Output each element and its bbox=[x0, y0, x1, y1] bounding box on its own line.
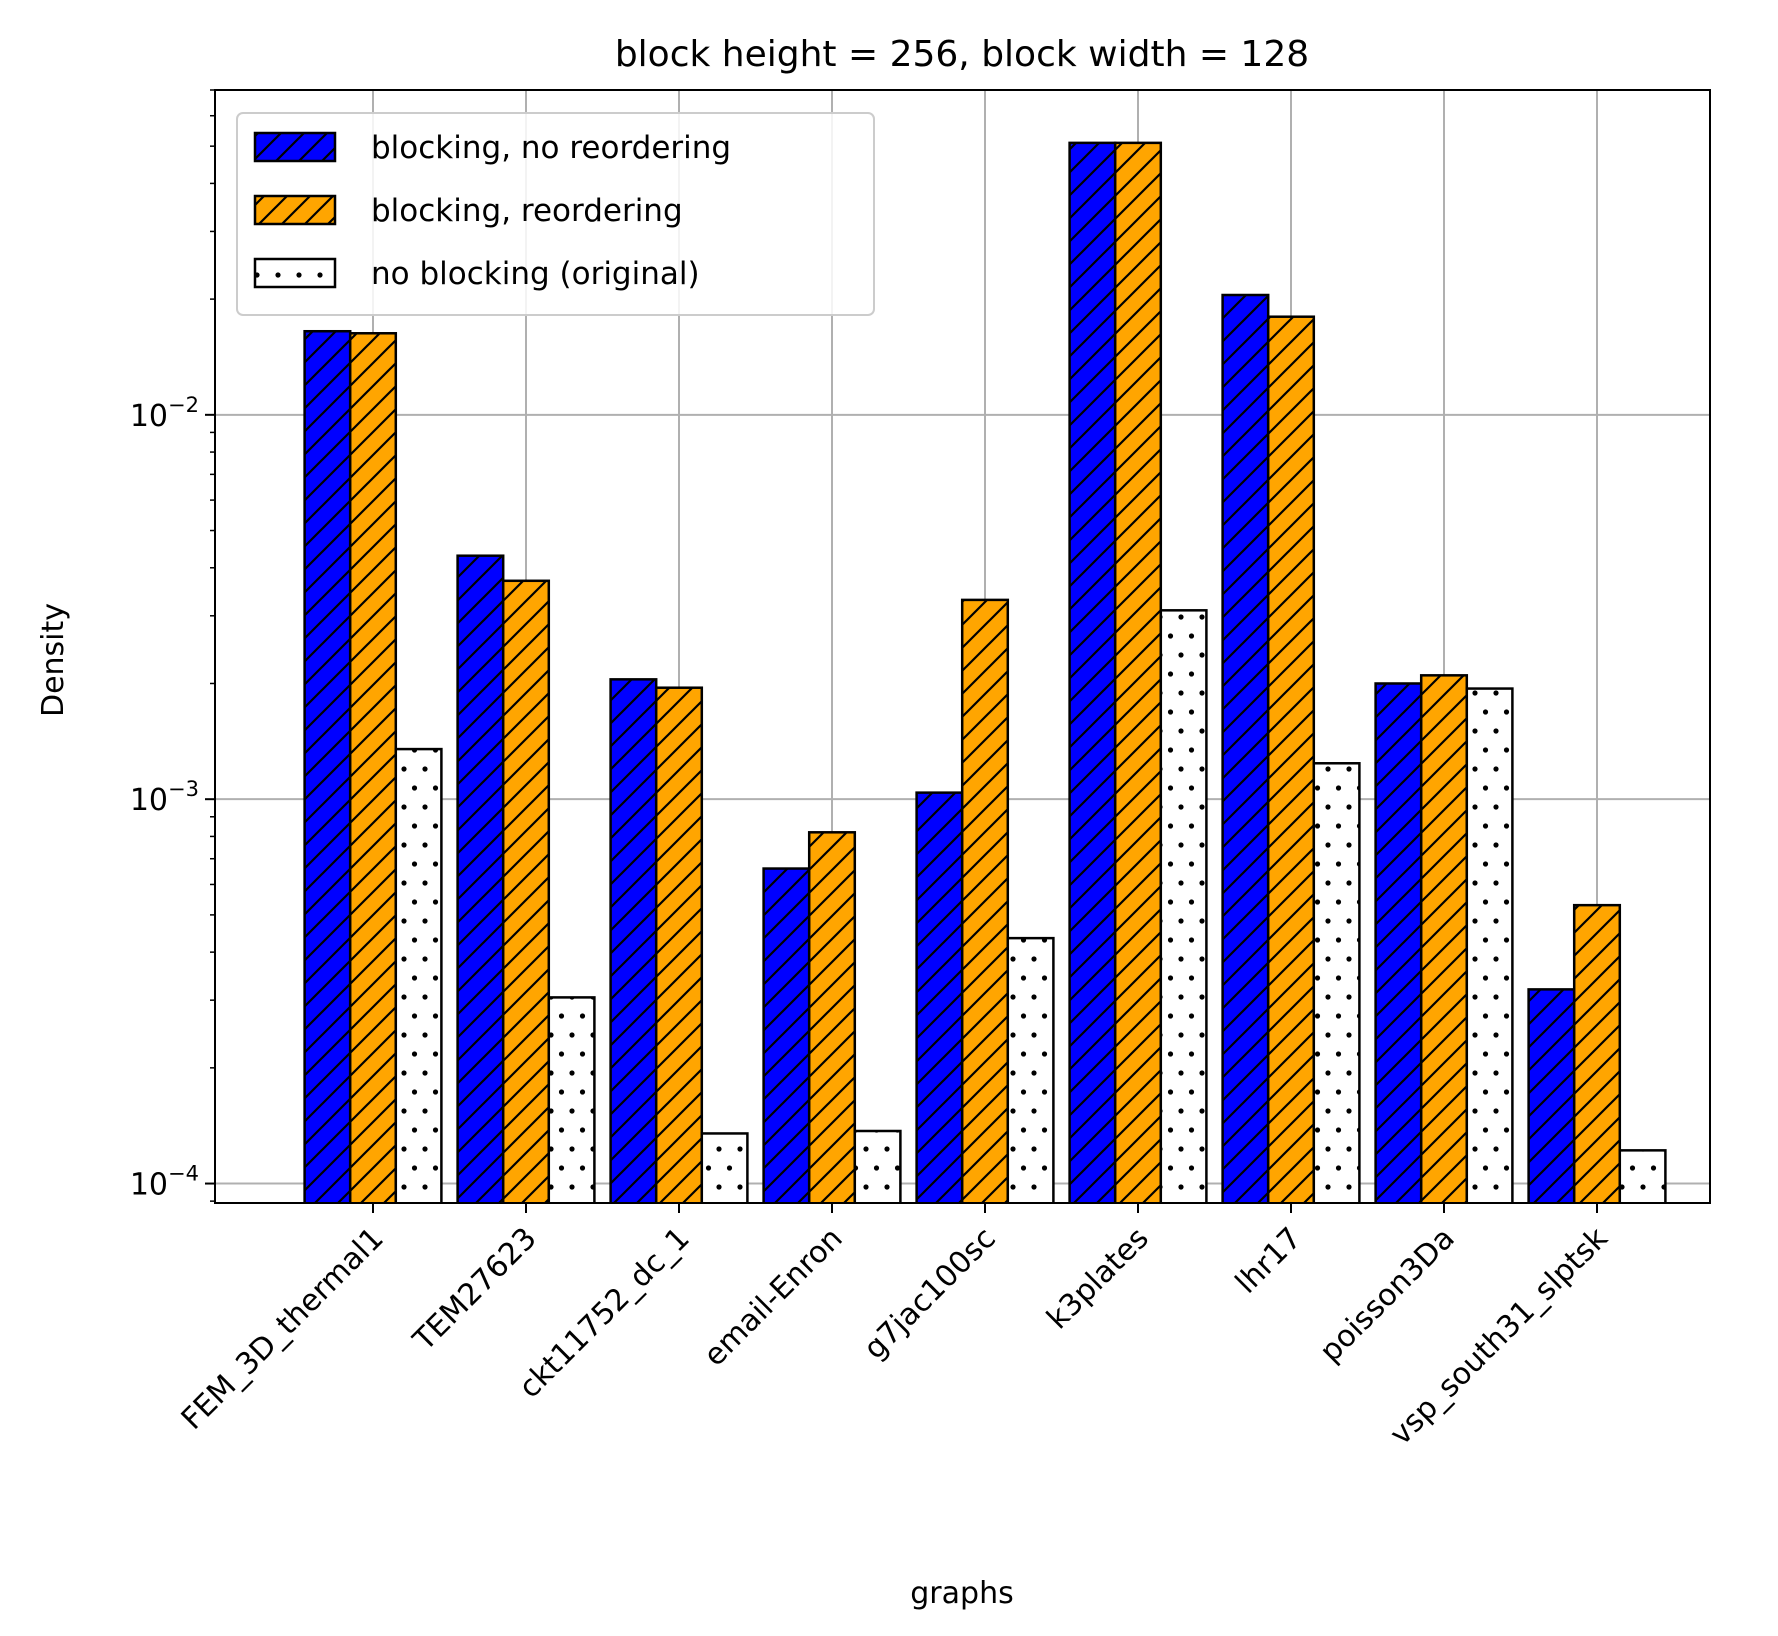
bar-FEM_3D_thermal1-series-2 bbox=[394, 747, 443, 1203]
chart-title: block height = 256, block width = 128 bbox=[615, 34, 1309, 75]
legend-entry-0: blocking, no reordering bbox=[253, 130, 731, 166]
bar-poisson3Da-series-1 bbox=[1419, 674, 1469, 1203]
bar-poisson3Da-series-2 bbox=[1465, 687, 1514, 1203]
legend-box bbox=[236, 112, 875, 316]
y-tick-label: 10−2 bbox=[130, 393, 199, 434]
legend-label: blocking, no reordering bbox=[371, 130, 731, 166]
bar-ckt11752_dc_1-series-2 bbox=[700, 1132, 749, 1203]
bar-g7jac100sc-series-0 bbox=[915, 791, 964, 1203]
bar-TEM27623-series-0 bbox=[456, 554, 505, 1203]
bar-lhr17-series-2 bbox=[1312, 762, 1361, 1203]
bar-k3plates-series-0 bbox=[1068, 141, 1117, 1203]
bar-k3plates-series-1 bbox=[1113, 141, 1163, 1203]
y-tick-label: 10−4 bbox=[130, 1162, 199, 1203]
bar-FEM_3D_thermal1-series-1 bbox=[348, 332, 398, 1203]
bar-poisson3Da-series-0 bbox=[1374, 682, 1423, 1203]
bar-vsp_south31_slptsk-series-2 bbox=[1618, 1149, 1667, 1203]
bar-k3plates-series-2 bbox=[1159, 609, 1208, 1203]
bar-ckt11752_dc_1-series-0 bbox=[609, 678, 658, 1203]
legend-entry-2: no blocking (original) bbox=[253, 256, 700, 292]
legend-entry-1: blocking, reordering bbox=[253, 193, 683, 229]
bar-FEM_3D_thermal1-series-0 bbox=[303, 329, 352, 1203]
y-axis-label: Density bbox=[36, 603, 71, 717]
legend: blocking, no reordering blocking, reorder… bbox=[236, 112, 875, 316]
bars bbox=[303, 141, 1667, 1203]
bar-lhr17-series-1 bbox=[1266, 315, 1316, 1203]
y-tick-label: 10−3 bbox=[130, 777, 199, 818]
plot-frame bbox=[214, 89, 1711, 1204]
bar-email-Enron-series-0 bbox=[762, 867, 811, 1203]
bar-email-Enron-series-1 bbox=[807, 831, 857, 1203]
x-axis-label: graphs bbox=[910, 1576, 1013, 1611]
legend-label: no blocking (original) bbox=[371, 256, 700, 292]
bar-vsp_south31_slptsk-series-0 bbox=[1527, 988, 1576, 1203]
bar-lhr17-series-0 bbox=[1221, 293, 1270, 1203]
y-axis: 10−4 10−3 10−2 bbox=[130, 89, 215, 1203]
bar-TEM27623-series-2 bbox=[547, 996, 596, 1203]
bar-vsp_south31_slptsk-series-1 bbox=[1572, 903, 1622, 1203]
bar-email-Enron-series-2 bbox=[853, 1129, 902, 1203]
legend-label: blocking, reordering bbox=[371, 193, 683, 229]
bar-ckt11752_dc_1-series-1 bbox=[654, 686, 704, 1203]
bar-TEM27623-series-1 bbox=[501, 579, 551, 1203]
bar-g7jac100sc-series-2 bbox=[1006, 936, 1055, 1203]
bar-g7jac100sc-series-1 bbox=[960, 598, 1010, 1203]
